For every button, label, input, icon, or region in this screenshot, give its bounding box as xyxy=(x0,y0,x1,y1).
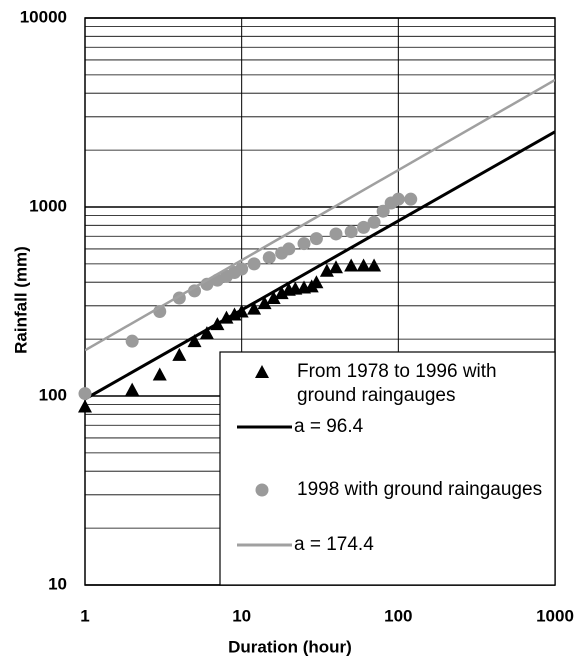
fit-line xyxy=(85,78,555,352)
y-tick-label: 100 xyxy=(39,385,67,404)
triangle-marker xyxy=(266,291,281,305)
circle-marker xyxy=(309,232,323,246)
circle-marker xyxy=(255,483,269,497)
triangle-marker xyxy=(125,382,140,396)
triangle-marker xyxy=(187,334,202,348)
triangle-marker xyxy=(78,399,92,413)
circle-marker xyxy=(329,227,343,241)
circle-marker xyxy=(391,192,405,206)
circle-marker xyxy=(247,257,261,271)
circle-marker xyxy=(357,220,371,234)
circle-marker xyxy=(367,215,381,229)
circle-marker xyxy=(376,204,390,218)
triangle-marker xyxy=(344,258,359,272)
circle-marker xyxy=(188,284,202,298)
triangle-marker xyxy=(257,296,272,310)
y-tick-label: 10000 xyxy=(20,7,67,26)
y-tick-label: 10 xyxy=(48,574,67,593)
triangle-marker xyxy=(199,326,214,340)
circle-marker xyxy=(235,262,249,276)
legend-label: 1998 with ground raingauges xyxy=(297,479,543,500)
x-axis-label: Duration (hour) xyxy=(228,637,352,656)
triangle-marker xyxy=(356,258,371,272)
circle-marker xyxy=(282,242,296,256)
legend-label: From 1978 to 1996 with ground raingauges xyxy=(297,361,497,406)
triangle-marker xyxy=(319,263,334,277)
y-axis-label: Rainfall (mm) xyxy=(11,246,30,354)
triangle-marker xyxy=(255,365,269,378)
circle-marker xyxy=(297,237,311,251)
triangle-marker xyxy=(309,275,324,289)
y-tick-label: 1000 xyxy=(29,196,67,215)
triangle-marker xyxy=(328,260,343,274)
triangle-marker xyxy=(247,301,262,315)
circle-marker xyxy=(125,334,139,348)
legend-label: a = 96.4 xyxy=(294,416,364,437)
x-tick-label: 100 xyxy=(384,606,412,625)
circle-marker xyxy=(262,251,276,265)
triangle-marker xyxy=(367,258,382,272)
circle-marker xyxy=(344,225,358,239)
circle-marker xyxy=(78,387,92,401)
triangle-marker xyxy=(152,367,167,381)
triangle-marker xyxy=(274,286,289,300)
fit-line xyxy=(85,130,555,401)
legend-label: a = 174.4 xyxy=(294,534,374,555)
x-tick-label: 10 xyxy=(232,606,251,625)
x-tick-label: 1 xyxy=(80,606,89,625)
triangle-marker xyxy=(172,347,187,361)
x-tick-label: 1000 xyxy=(536,606,574,625)
circle-marker xyxy=(404,192,418,206)
